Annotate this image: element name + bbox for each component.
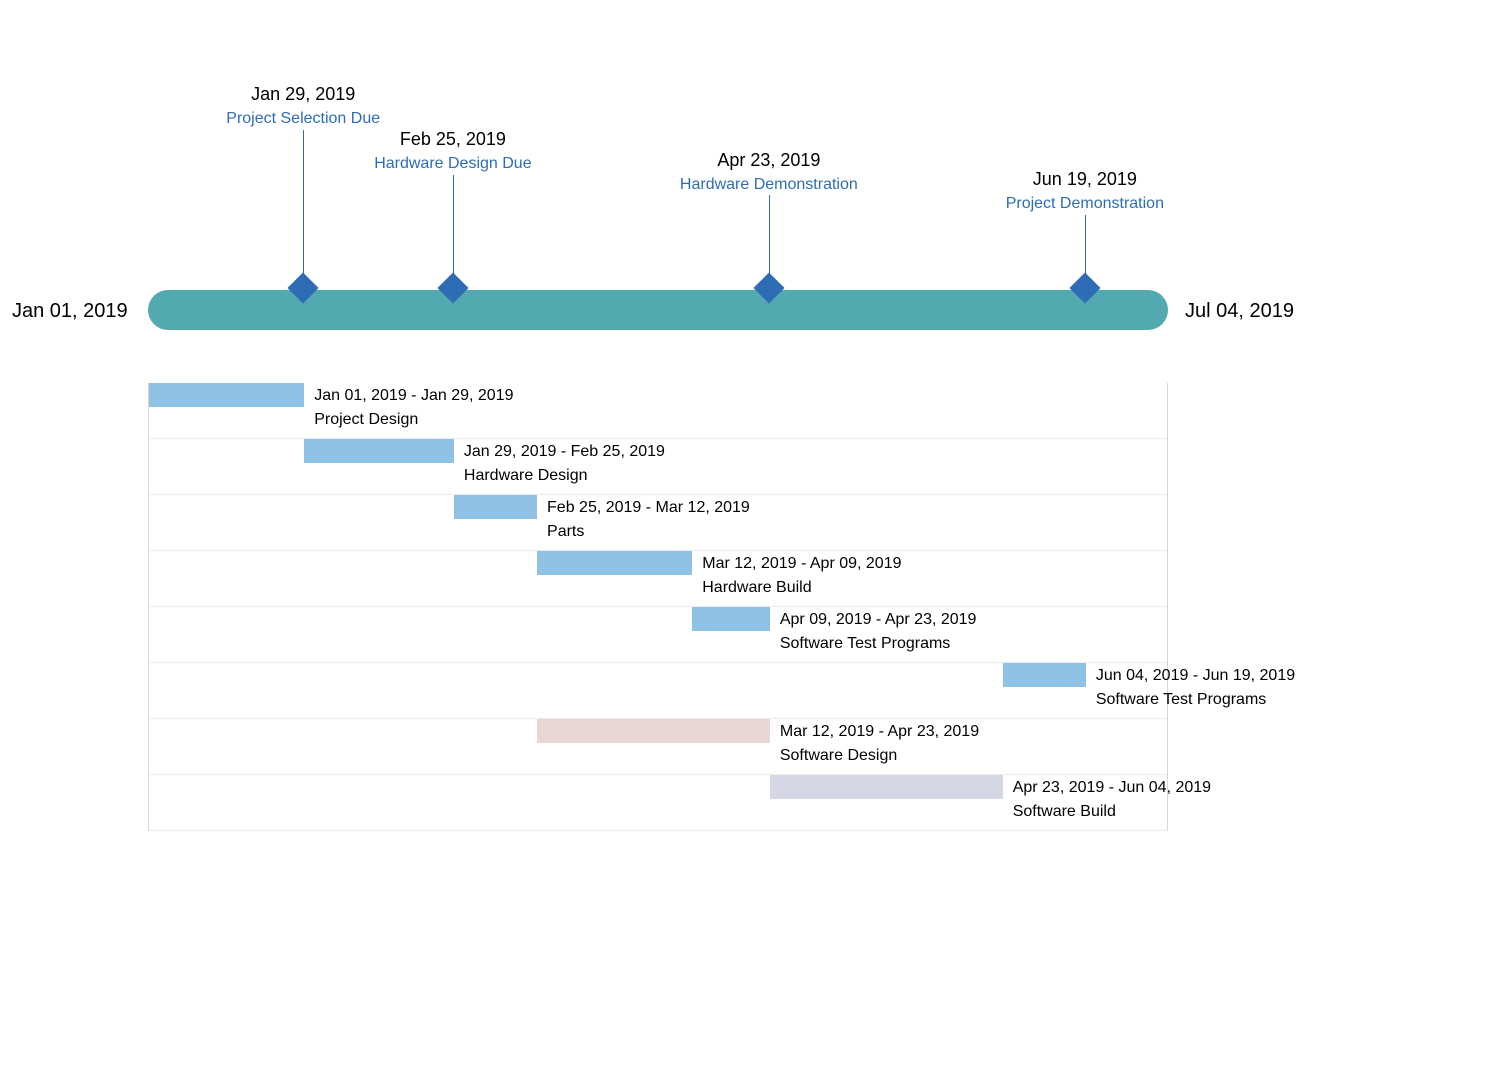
timeline-end-date: Jul 04, 2019 <box>1185 300 1294 323</box>
gantt-bar <box>1003 663 1086 687</box>
gantt-row: Jun 04, 2019 - Jun 19, 2019Software Test… <box>149 663 1167 719</box>
gantt-row: Apr 23, 2019 - Jun 04, 2019Software Buil… <box>149 775 1167 831</box>
gantt-row: Mar 12, 2019 - Apr 09, 2019 Hardware Buil… <box>149 551 1167 607</box>
milestone-label: Project Demonstration <box>965 195 1205 213</box>
timeline-start-date: Jan 01, 2019 <box>12 300 128 323</box>
gantt-date-range: Apr 09, 2019 - Apr 23, 2019 <box>780 611 977 629</box>
milestone-stem <box>303 130 304 288</box>
gantt-date-range: Jan 01, 2019 - Jan 29, 2019 <box>314 387 513 405</box>
gantt-bar <box>692 607 770 631</box>
gantt-date-range: Feb 25, 2019 - Mar 12, 2019 <box>547 499 750 517</box>
gantt-bar <box>770 775 1003 799</box>
gantt-date-range: Jan 29, 2019 - Feb 25, 2019 <box>464 443 665 461</box>
gantt-task-label: Software Design <box>780 747 897 765</box>
gantt-row: Feb 25, 2019 - Mar 12, 2019 Parts <box>149 495 1167 551</box>
gantt-bar <box>149 383 304 407</box>
gantt-task-label: Hardware Build <box>702 579 811 597</box>
milestone-date: Jan 29, 2019 <box>183 84 423 105</box>
gantt-row: Apr 09, 2019 - Apr 23, 2019 Software Test… <box>149 607 1167 663</box>
timeline-canvas: Jan 01, 2019 Jul 04, 2019 Jan 29, 2019 Pr… <box>0 0 1500 1065</box>
milestone-label: Project Selection Due <box>183 110 423 128</box>
gantt-bar <box>304 439 454 463</box>
gantt-bar <box>454 495 537 519</box>
gantt-task-label: Hardware Design <box>464 467 588 485</box>
gantt-task-label: Parts <box>547 523 584 541</box>
gantt-row: Jan 29, 2019 - Feb 25, 2019 Hardware Desi… <box>149 439 1167 495</box>
gantt-task-label: Software Test Programs <box>780 635 950 653</box>
gantt-tasks: Jan 01, 2019 - Jan 29, 2019 Project Desig… <box>148 383 1168 831</box>
gantt-date-range: Mar 12, 2019 - Apr 23, 2019 <box>780 723 979 741</box>
gantt-row: Jan 01, 2019 - Jan 29, 2019 Project Desig… <box>149 383 1167 439</box>
gantt-bar <box>537 719 770 743</box>
gantt-task-label: Software Build <box>1013 803 1116 821</box>
gantt-date-range: Apr 23, 2019 - Jun 04, 2019 <box>1013 779 1211 797</box>
milestone-date: Feb 25, 2019 <box>333 129 573 150</box>
milestone-label: Hardware Design Due <box>333 155 573 173</box>
gantt-date-range: Jun 04, 2019 - Jun 19, 2019 <box>1096 667 1295 685</box>
milestone-date: Apr 23, 2019 <box>649 150 889 171</box>
gantt-task-label: Software Test Programs <box>1096 691 1266 709</box>
gantt-date-range: Mar 12, 2019 - Apr 09, 2019 <box>702 555 901 573</box>
milestone-stem <box>453 175 454 288</box>
gantt-task-label: Project Design <box>314 411 418 429</box>
milestone-label: Hardware Demonstration <box>649 176 889 194</box>
milestone-date: Jun 19, 2019 <box>965 169 1205 190</box>
gantt-row: Mar 12, 2019 - Apr 23, 2019 Software Desi… <box>149 719 1167 775</box>
gantt-bar <box>537 551 692 575</box>
